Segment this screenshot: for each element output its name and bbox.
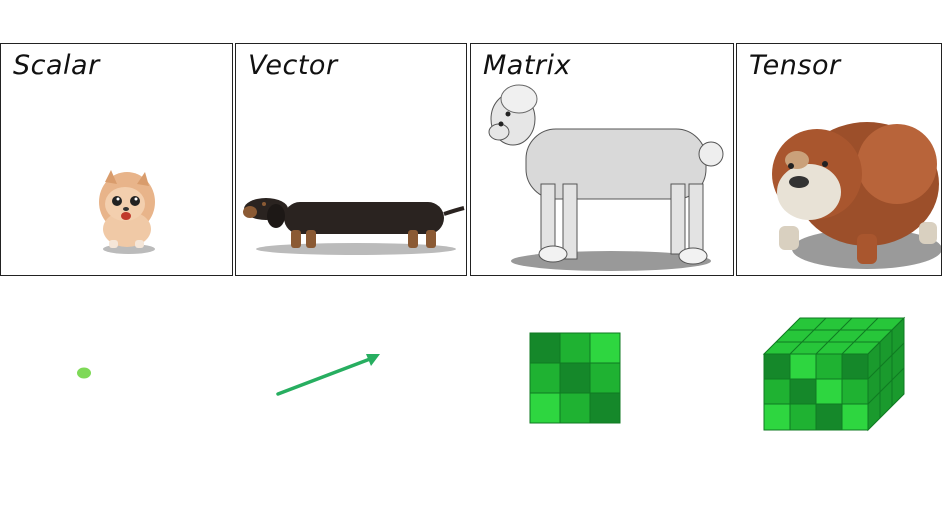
pomeranian-illustration <box>99 170 155 254</box>
poodle-illustration <box>488 84 724 271</box>
panel-title: Vector <box>248 50 338 81</box>
panel-title: Tensor <box>749 50 841 81</box>
bulldog-illustration <box>772 122 941 269</box>
panel-vector: Vector <box>235 43 467 276</box>
scalar-point <box>77 367 91 379</box>
panel-scalar: Scalar <box>0 43 233 276</box>
panel-title: Matrix <box>483 50 572 81</box>
matrix-grid-symbol <box>529 332 621 424</box>
vector-arrow-shaft <box>276 357 372 396</box>
panel-matrix: Matrix <box>470 43 734 276</box>
scalar-point-symbol <box>77 367 91 379</box>
dachshund-illustration <box>243 198 465 255</box>
vector-arrow-head <box>366 354 380 366</box>
tensor-cube-symbol <box>762 316 906 432</box>
panel-title: Scalar <box>13 50 100 81</box>
panel-tensor: Tensor <box>736 43 942 276</box>
vector-arrow-symbol <box>276 354 380 396</box>
